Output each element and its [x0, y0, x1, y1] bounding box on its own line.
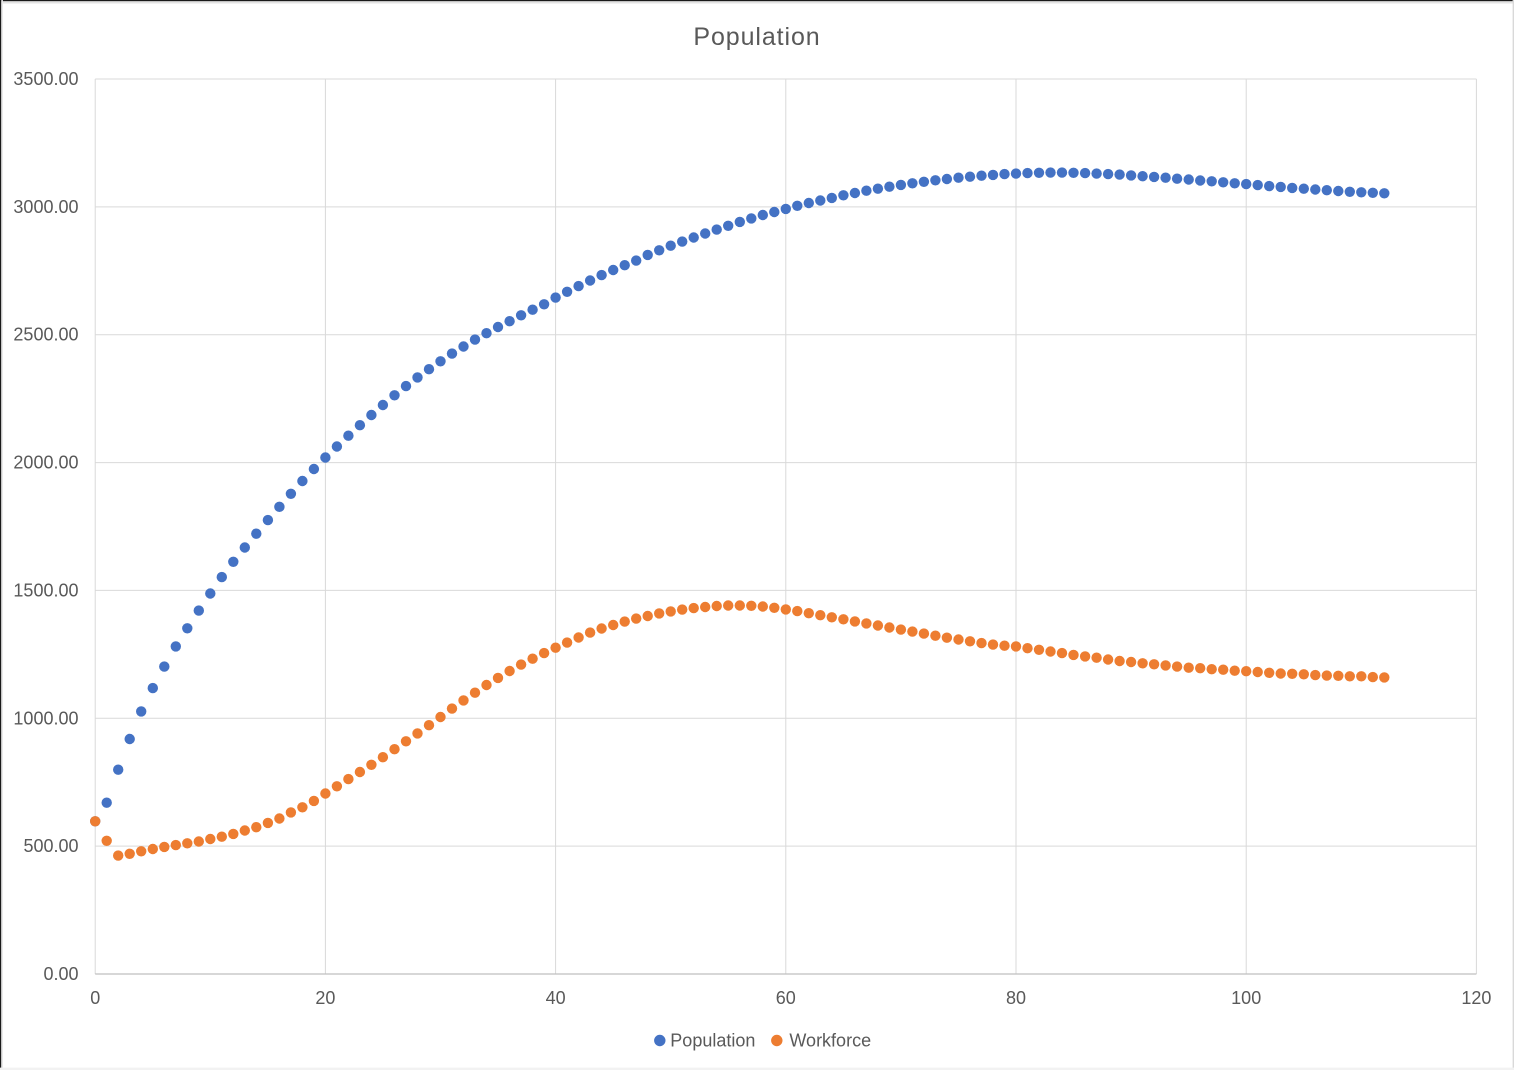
svg-text:100: 100	[1231, 988, 1261, 1008]
svg-text:3500.00: 3500.00	[13, 69, 78, 89]
svg-text:80: 80	[1006, 988, 1026, 1008]
svg-text:2000.00: 2000.00	[13, 453, 78, 473]
svg-text:Population: Population	[670, 1031, 755, 1051]
svg-text:60: 60	[776, 988, 796, 1008]
svg-text:500.00: 500.00	[23, 836, 78, 856]
svg-text:Population: Population	[693, 23, 820, 51]
svg-text:1500.00: 1500.00	[13, 580, 78, 600]
svg-text:0: 0	[90, 988, 100, 1008]
svg-text:1000.00: 1000.00	[13, 708, 78, 728]
svg-text:0.00: 0.00	[43, 964, 78, 984]
svg-text:20: 20	[315, 988, 335, 1008]
svg-text:40: 40	[546, 988, 566, 1008]
svg-text:Workforce: Workforce	[789, 1031, 871, 1051]
svg-text:120: 120	[1461, 988, 1491, 1008]
svg-text:2500.00: 2500.00	[13, 325, 78, 345]
svg-text:3000.00: 3000.00	[13, 197, 78, 217]
